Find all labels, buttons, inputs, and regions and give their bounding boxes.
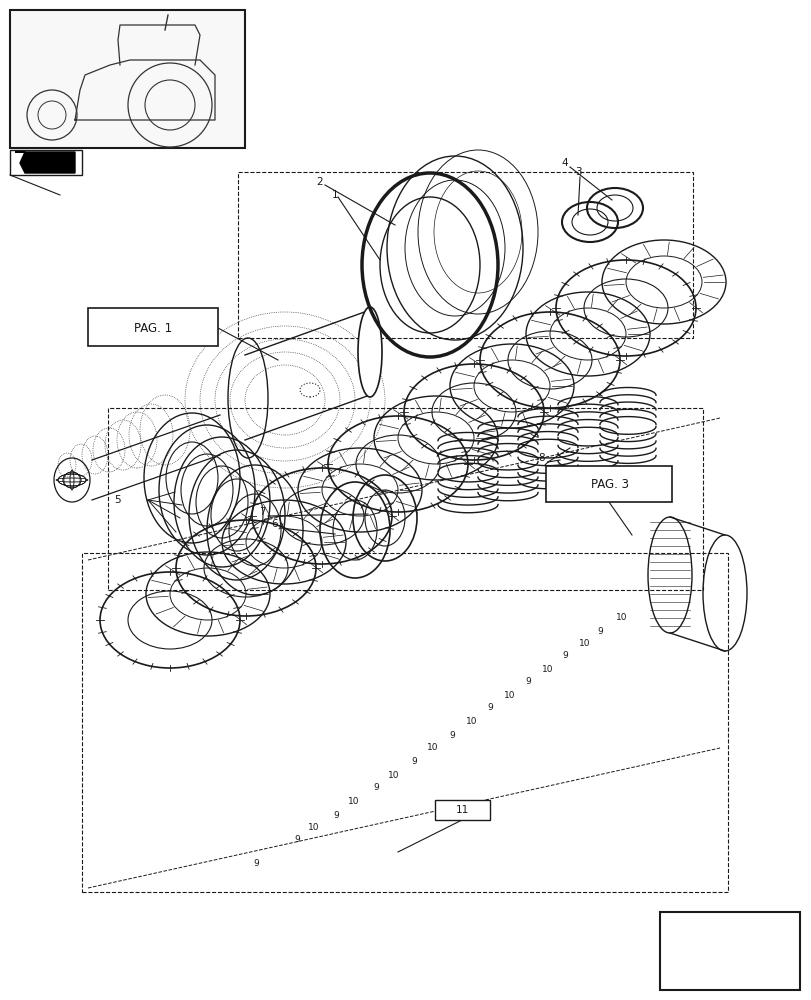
Text: 9: 9	[525, 678, 530, 687]
Polygon shape	[15, 152, 75, 173]
Bar	[545, 466, 672, 502]
Text: 10: 10	[504, 690, 515, 700]
Text: 10: 10	[616, 612, 627, 621]
Polygon shape	[667, 965, 791, 988]
Text: 9: 9	[487, 704, 492, 712]
Text: 8: 8	[538, 453, 545, 463]
Text: 9: 9	[410, 758, 416, 766]
Bar	[10, 10, 245, 148]
Text: PAG. 3: PAG. 3	[590, 478, 629, 490]
Polygon shape	[719, 938, 729, 965]
Text: 6: 6	[272, 519, 278, 529]
Text: 4: 4	[561, 158, 568, 168]
Text: 9: 9	[373, 784, 379, 792]
Text: PAG. 1: PAG. 1	[134, 322, 172, 335]
Text: 7: 7	[259, 507, 265, 517]
Bar	[108, 408, 702, 590]
Bar	[88, 308, 217, 346]
Bar	[10, 150, 82, 175]
Text: 9: 9	[561, 652, 567, 660]
Text: 5: 5	[114, 495, 121, 505]
Text: 10: 10	[578, 639, 590, 648]
Text: 10: 10	[388, 770, 399, 780]
Text: 2: 2	[316, 177, 323, 187]
Text: 10: 10	[348, 798, 359, 806]
Bar	[659, 912, 799, 990]
Bar	[82, 553, 727, 892]
Text: 10: 10	[308, 823, 320, 832]
Text: 11: 11	[455, 805, 468, 815]
Polygon shape	[699, 945, 791, 965]
Text: 9: 9	[596, 628, 602, 637]
Text: 9: 9	[448, 730, 454, 740]
Bar	[435, 800, 489, 820]
Text: 3: 3	[574, 167, 581, 177]
Text: 9: 9	[253, 859, 259, 868]
Text: 10: 10	[542, 665, 553, 674]
Ellipse shape	[358, 307, 381, 397]
Text: 10: 10	[466, 718, 477, 726]
Bar	[238, 172, 692, 338]
Text: 9: 9	[294, 835, 299, 844]
Text: 9: 9	[333, 810, 338, 819]
Text: 10: 10	[427, 744, 438, 752]
Text: 1: 1	[331, 190, 338, 200]
